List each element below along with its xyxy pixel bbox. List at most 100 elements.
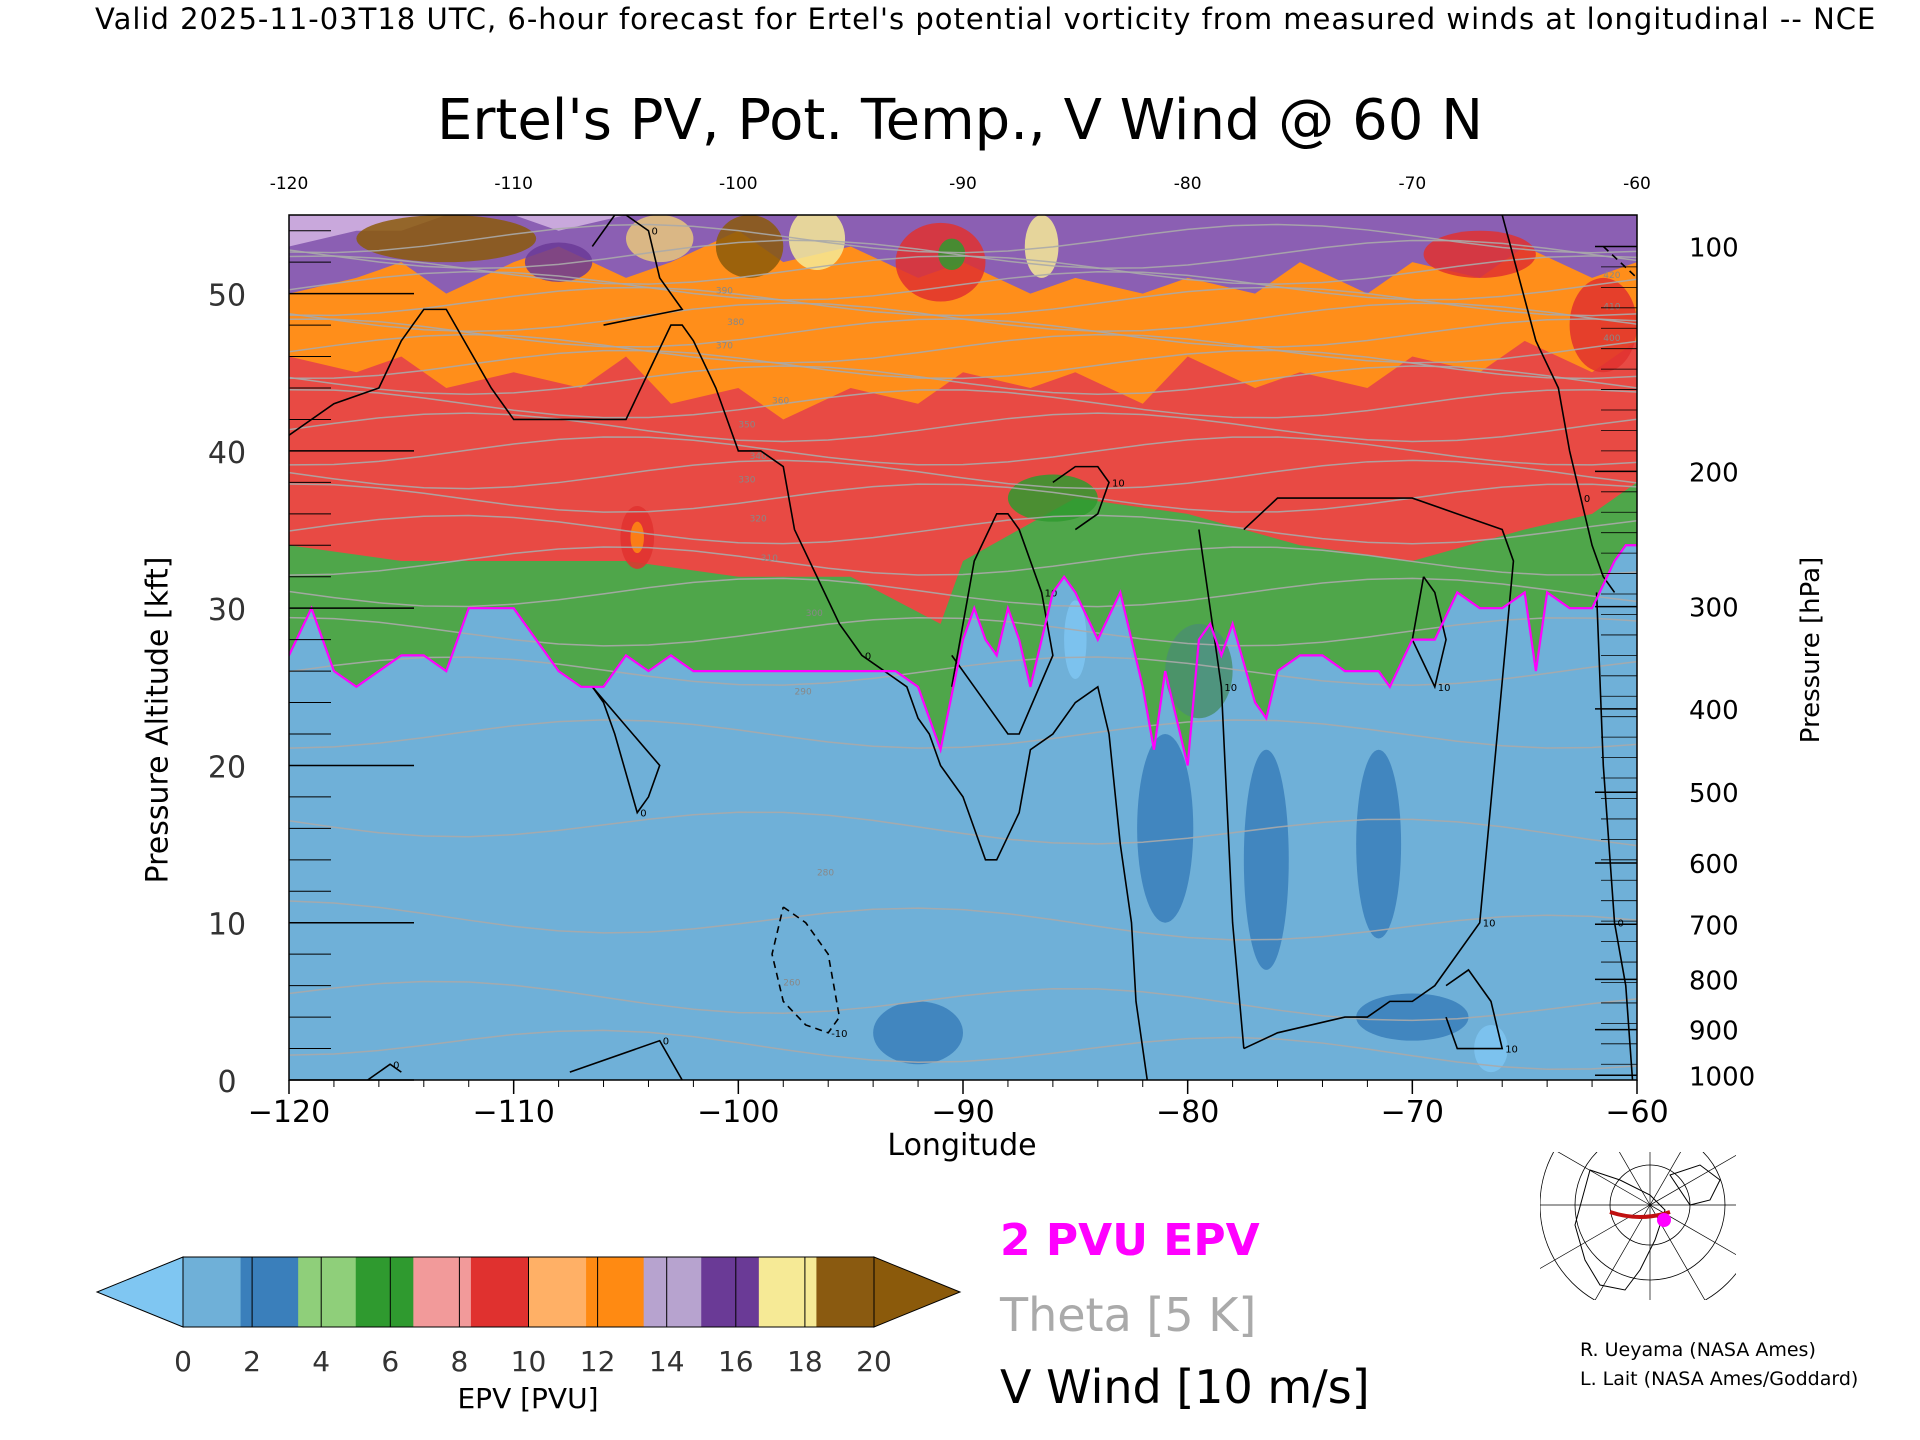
theta-label: 410 (1603, 302, 1620, 312)
y-tick-label: 20 (208, 750, 246, 785)
wind-contour (591, 215, 684, 326)
colorbar-label: EPV [PVU] (457, 1382, 599, 1415)
theta-isentrope (289, 811, 1637, 847)
wind-contour (569, 1039, 683, 1080)
map-meridian (1649, 1152, 1682, 1206)
colorbar-tick-label: 8 (450, 1345, 468, 1378)
pv2-line (289, 544, 1637, 766)
colorbar-segment (240, 1257, 299, 1327)
colorbar-tick-label: 14 (649, 1345, 685, 1378)
x-tick-label: −80 (1156, 1095, 1219, 1130)
colorbar-tick-label: 16 (718, 1345, 754, 1378)
epv-band-low (289, 545, 1637, 1080)
epv-patch (1356, 749, 1402, 939)
epv-patch (356, 215, 537, 263)
wind-contour (1595, 592, 1634, 1080)
theta-isentrope (289, 1029, 1637, 1070)
x-top-tick-label: -110 (494, 174, 533, 194)
map-coastline (1574, 1169, 1666, 1291)
theta-label: 420 (1603, 271, 1620, 281)
colorbar-segment (183, 1257, 242, 1327)
x-tick-label: −120 (248, 1095, 330, 1130)
wind-contour-label: 0 (865, 651, 871, 662)
x-top-tick-label: -100 (719, 174, 758, 194)
wind-contour (1243, 497, 1515, 1050)
colorbar-over-arrow (873, 1256, 962, 1328)
y-tick-label: 30 (208, 593, 246, 628)
colorbar-under-arrow (95, 1256, 184, 1328)
theta-label: 370 (716, 342, 733, 352)
theta-isentrope (289, 459, 1637, 490)
x-tick-label: −70 (1381, 1095, 1444, 1130)
colorbar-segment (298, 1257, 357, 1327)
epv-patch (524, 242, 593, 282)
y-tick-label: 40 (208, 436, 246, 471)
x-top-tick-label: -90 (949, 174, 977, 194)
pressure-tick-label: 200 (1689, 458, 1739, 488)
map-meridian (1594, 1204, 1651, 1300)
wind-contour-label: 10 (1045, 588, 1058, 599)
epv-patch (715, 215, 784, 278)
plot-area: 260 280 290 300 310 320 330 340 350 360 370 380 390 4… (289, 215, 1637, 1080)
theta-label: 290 (795, 688, 812, 698)
wind-contour-label: 0 (1584, 494, 1590, 505)
pressure-tick-label: 300 (1689, 594, 1739, 624)
pressure-tick-label: 800 (1689, 966, 1739, 996)
theta-isentrope (289, 546, 1637, 576)
theta-label: 310 (761, 554, 778, 564)
theta-isentrope (289, 616, 1637, 647)
theta-label: 300 (806, 609, 823, 619)
epv-patch (873, 1001, 963, 1065)
map-location-marker (1657, 1213, 1671, 1227)
pressure-tick-label: 900 (1689, 1017, 1739, 1047)
colorbar-tick-label: 2 (243, 1345, 261, 1378)
wind-contour (591, 686, 661, 815)
y-tick-label: 50 (208, 279, 246, 314)
colorbar-segment (701, 1257, 760, 1327)
colorbar-segment (816, 1257, 875, 1327)
theta-label: 320 (750, 515, 767, 525)
theta-isentrope (289, 365, 1637, 396)
theta-label: 380 (727, 318, 744, 328)
x-tick-label: −110 (472, 1095, 554, 1130)
legend-wind: V Wind [10 m/s] (1000, 1360, 1370, 1414)
theta-label: 360 (772, 397, 789, 407)
pressure-tick-label: 600 (1689, 850, 1739, 880)
colorbar: 0 2 4 6 8 10 12 14 16 18 20 (95, 1256, 962, 1378)
theta-isentrope (289, 719, 1637, 749)
theta-label: 280 (817, 869, 834, 879)
theta-isentrope (289, 270, 1637, 301)
map-meridian (1557, 1152, 1651, 1206)
y-tick-label: 10 (208, 908, 246, 943)
map-meridian (1618, 1152, 1651, 1206)
colorbar-segment (355, 1257, 414, 1327)
theta-label: 260 (783, 979, 800, 989)
theta-label: 330 (738, 475, 755, 485)
theta-isentrope (289, 239, 1637, 270)
x-top-tick-label: -70 (1398, 174, 1426, 194)
colorbar-tick-label: 12 (580, 1345, 616, 1378)
epv-patch (788, 215, 846, 271)
x-axis-label: Longitude (887, 1128, 1037, 1163)
epv-patch (1137, 734, 1194, 923)
chart-title: Ertel's PV, Pot. Temp., V Wind @ 60 N (436, 88, 1484, 153)
x-top-tick-label: -60 (1623, 174, 1651, 194)
y-axis-label: Pressure Altitude [kft] (140, 556, 176, 884)
wind-contour (289, 308, 1149, 1080)
wind-contour-label: 10 (1505, 1045, 1518, 1056)
wind-contour-label: 10 (1483, 919, 1496, 930)
colorbar-segment (643, 1257, 702, 1327)
colorbar-segment (586, 1257, 645, 1327)
theta-label: 390 (716, 287, 733, 297)
wind-contour (1198, 529, 1245, 1049)
colorbar-tick-label: 0 (174, 1345, 192, 1378)
theta-isentrope (289, 302, 1637, 333)
epv-patch (1243, 749, 1289, 970)
theta-isentrope (289, 900, 1637, 941)
wind-contour-label: 0 (651, 227, 657, 238)
wind-contour-label: 10 (1112, 478, 1125, 489)
colorbar-segment (528, 1257, 587, 1327)
x-top-tick-label: -80 (1174, 174, 1202, 194)
credit-line-1: R. Ueyama (NASA Ames) (1580, 1339, 1816, 1361)
